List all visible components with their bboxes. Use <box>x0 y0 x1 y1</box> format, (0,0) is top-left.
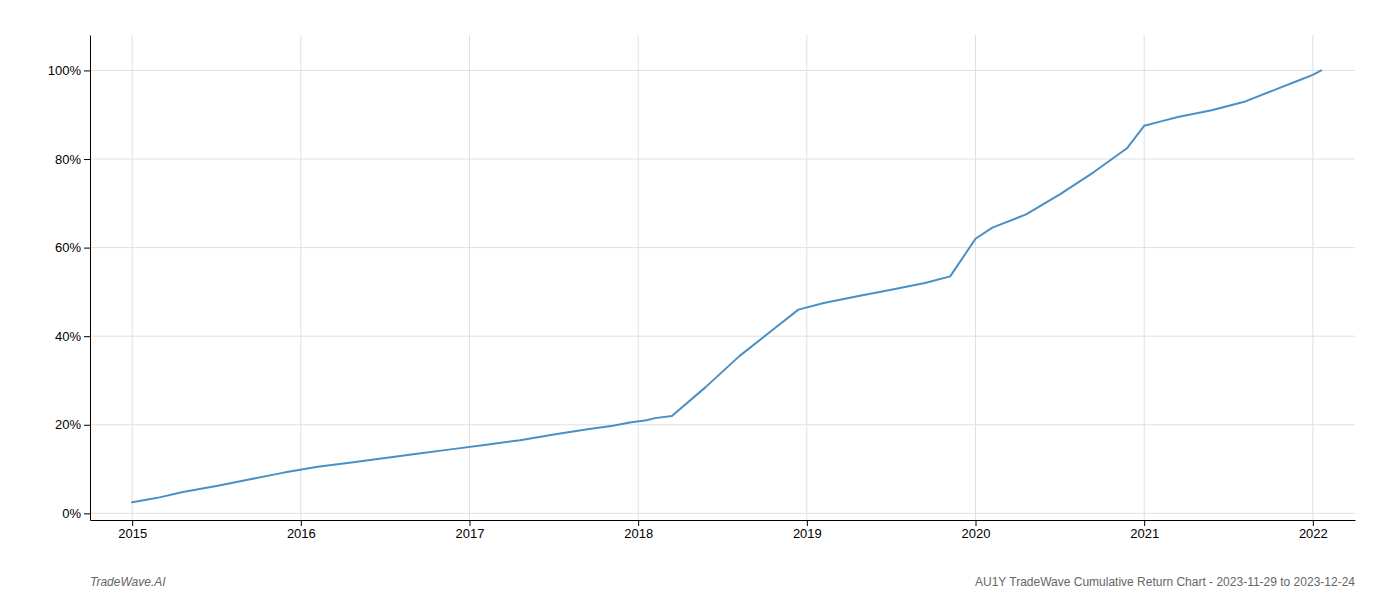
y-tick-label: 20% <box>55 417 81 432</box>
y-tick-mark <box>84 248 90 249</box>
grid <box>90 35 1355 520</box>
y-tick-mark <box>84 159 90 160</box>
x-tick: 2018 <box>624 520 653 541</box>
grid-line-x <box>132 35 133 520</box>
x-tick-mark <box>638 520 639 526</box>
x-tick: 2019 <box>793 520 822 541</box>
x-axis-line <box>91 520 1356 521</box>
x-tick-label: 2018 <box>624 526 653 541</box>
grid-line-y <box>90 159 1355 160</box>
y-tick-label: 100% <box>48 63 82 78</box>
chart: 2015 2016 2017 2018 2019 2020 2021 2022 0% 20% 40%… <box>0 0 1400 600</box>
plot-area: 2015 2016 2017 2018 2019 2020 2021 2022 0% 20% 40%… <box>48 35 1356 541</box>
x-tick-label: 2015 <box>118 526 147 541</box>
grid-line-x <box>1144 35 1145 520</box>
x-tick-mark <box>470 520 471 526</box>
y-tick: 80% <box>55 152 90 167</box>
line <box>132 70 1321 502</box>
x-tick-label: 2020 <box>962 526 991 541</box>
x-tick: 2016 <box>287 520 316 541</box>
x-tick-mark <box>807 520 808 526</box>
y-tick: 100% <box>48 63 90 78</box>
x-tick-mark <box>132 520 133 526</box>
y-tick: 0% <box>62 506 90 521</box>
x-tick-mark <box>1313 520 1314 526</box>
x-tick: 2021 <box>1130 520 1159 541</box>
grid-line-y <box>90 513 1355 514</box>
grid-line-y <box>90 70 1355 71</box>
title: AU1Y TradeWave Cumulative Return Chart -… <box>975 575 1355 589</box>
y-tick-mark <box>84 513 90 514</box>
y-tick-mark <box>84 425 90 426</box>
series <box>132 70 1321 502</box>
x-tick: 2022 <box>1299 520 1328 541</box>
grid-line-x <box>638 35 639 520</box>
x-tick-label: 2017 <box>456 526 485 541</box>
grid-line-y <box>90 336 1355 337</box>
grid-line-x <box>975 35 976 520</box>
y-tick-label: 0% <box>62 506 81 521</box>
y-tick-label: 80% <box>55 152 81 167</box>
grid-line-x <box>1312 35 1313 520</box>
x-tick: 2020 <box>962 520 991 541</box>
footer-annotation: TradeWave.AI <box>90 575 166 589</box>
x-tick-mark <box>301 520 302 526</box>
x-tick-label: 2016 <box>287 526 316 541</box>
x-axis: 2015 2016 2017 2018 2019 2020 2021 2022 <box>91 520 1356 541</box>
x-tick-label: 2019 <box>793 526 822 541</box>
y-tick: 60% <box>55 240 90 255</box>
y-tick-mark <box>84 336 90 337</box>
grid-line-x <box>300 35 301 520</box>
y-tick: 40% <box>55 329 90 344</box>
y-tick-label: 60% <box>55 240 81 255</box>
x-tick-label: 2022 <box>1299 526 1328 541</box>
x-tick: 2017 <box>456 520 485 541</box>
y-tick: 20% <box>55 417 90 432</box>
y-axis-line <box>90 36 91 521</box>
x-tick-mark <box>976 520 977 526</box>
y-tick-label: 40% <box>55 329 81 344</box>
x-tick: 2015 <box>118 520 147 541</box>
grid-line-y <box>90 424 1355 425</box>
y-axis: 0% 20% 40% 60% 80% 100% <box>48 36 91 522</box>
x-tick-mark <box>1144 520 1145 526</box>
x-tick-label: 2021 <box>1130 526 1159 541</box>
grid-line-y <box>90 247 1355 248</box>
y-tick-mark <box>84 70 90 71</box>
grid-line-x <box>806 35 807 520</box>
